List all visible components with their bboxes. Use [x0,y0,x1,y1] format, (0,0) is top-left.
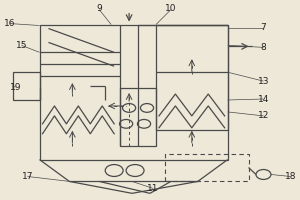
Text: 17: 17 [22,172,33,181]
Text: 13: 13 [258,77,269,86]
Text: 16: 16 [4,19,15,28]
Text: 10: 10 [165,4,177,13]
Text: 12: 12 [258,111,269,120]
Bar [40,25,228,160]
Text: 15: 15 [16,41,27,50]
Text: 19: 19 [10,83,21,92]
Bar [13,72,40,100]
Text: 11: 11 [147,184,159,193]
Text: 18: 18 [285,172,296,181]
Text: 8: 8 [261,43,266,52]
Text: 9: 9 [96,4,102,13]
Bar [156,25,228,130]
Text: 7: 7 [261,23,266,32]
Text: 14: 14 [258,95,269,104]
Bar [165,154,248,181]
Bar [120,88,156,146]
